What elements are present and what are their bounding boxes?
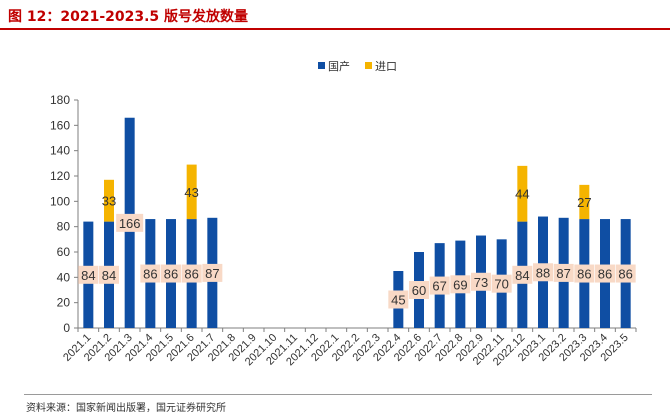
data-label-domestic: 69 (453, 277, 467, 292)
data-label-box (161, 264, 181, 283)
data-label-box (533, 263, 553, 282)
data-label-import: 44 (515, 187, 529, 202)
data-label-box (429, 276, 450, 295)
y-tick-label: 100 (50, 194, 70, 208)
source-rule (24, 394, 652, 395)
title-rule (0, 28, 670, 30)
legend-swatch (365, 62, 372, 69)
data-label-domestic: 70 (494, 277, 508, 292)
figure-title: 图 12：2021-2023.5 版号发放数量 (8, 9, 249, 25)
y-tick-label: 180 (50, 93, 70, 107)
data-label-box (471, 272, 491, 291)
y-tick-label: 120 (50, 169, 70, 183)
source-note: 资料来源：国家新闻出版署，国元证券研究所 (26, 403, 226, 414)
y-tick-label: 60 (57, 245, 71, 259)
bar-import (104, 179, 114, 222)
data-label-domestic: 84 (515, 268, 529, 283)
data-label-box (595, 264, 615, 283)
y-tick-label: 140 (50, 144, 70, 158)
data-label-import: 43 (184, 185, 198, 200)
x-axis: 2021.12021.22021.32021.42021.52021.62021… (61, 327, 637, 368)
data-label-domestic: 45 (391, 293, 405, 308)
y-axis: 0 20 40 60 80 100 120 140 160 180 (50, 93, 79, 335)
bar-import (517, 165, 528, 222)
data-label-box (553, 263, 574, 282)
data-label-domestic: 84 (102, 268, 116, 283)
data-label-import: 27 (577, 195, 591, 210)
y-tick-label: 80 (57, 220, 71, 234)
data-label-domestic: 86 (577, 267, 591, 282)
data-label-domestic: 86 (143, 267, 157, 282)
y-tick-label: 40 (57, 270, 71, 284)
y-tick-label: 0 (63, 321, 70, 335)
data-label-domestic: 166 (119, 216, 141, 231)
data-label-import: 33 (102, 194, 116, 209)
data-label-box (409, 281, 429, 299)
data-label-domestic: 86 (618, 267, 632, 282)
data-label-box (99, 265, 119, 284)
data-label-box (512, 265, 533, 284)
legend: 国产 进口 (318, 59, 397, 73)
data-label-domestic: 87 (205, 266, 219, 281)
y-tick-label: 20 (57, 296, 71, 310)
data-label-domestic: 86 (598, 267, 612, 282)
bar-import (186, 164, 197, 220)
data-label-domestic: 88 (536, 265, 550, 280)
bars (83, 117, 631, 328)
data-label-box (181, 264, 202, 283)
data-label-domestic: 67 (432, 279, 446, 294)
y-tick-label: 160 (50, 118, 70, 132)
legend-swatch (318, 62, 325, 69)
data-label-box (140, 264, 161, 283)
data-label-domestic: 84 (81, 268, 95, 283)
legend-label: 进口 (375, 60, 397, 73)
data-label-box (615, 264, 636, 283)
data-label-domestic: 73 (474, 275, 488, 290)
data-label-box (450, 275, 471, 294)
legend-label: 国产 (328, 59, 350, 73)
bar-import (579, 184, 590, 220)
data-label-domestic: 87 (556, 266, 570, 281)
data-label-domestic: 86 (184, 267, 198, 282)
data-label-box (574, 264, 595, 283)
data-label-domestic: 60 (412, 283, 426, 298)
data-label-domestic: 86 (164, 267, 178, 282)
data-label-box (116, 213, 144, 232)
data-label-box (202, 263, 223, 282)
data-label-box (78, 265, 99, 284)
data-label-box (491, 274, 512, 293)
data-label-box (388, 290, 409, 309)
